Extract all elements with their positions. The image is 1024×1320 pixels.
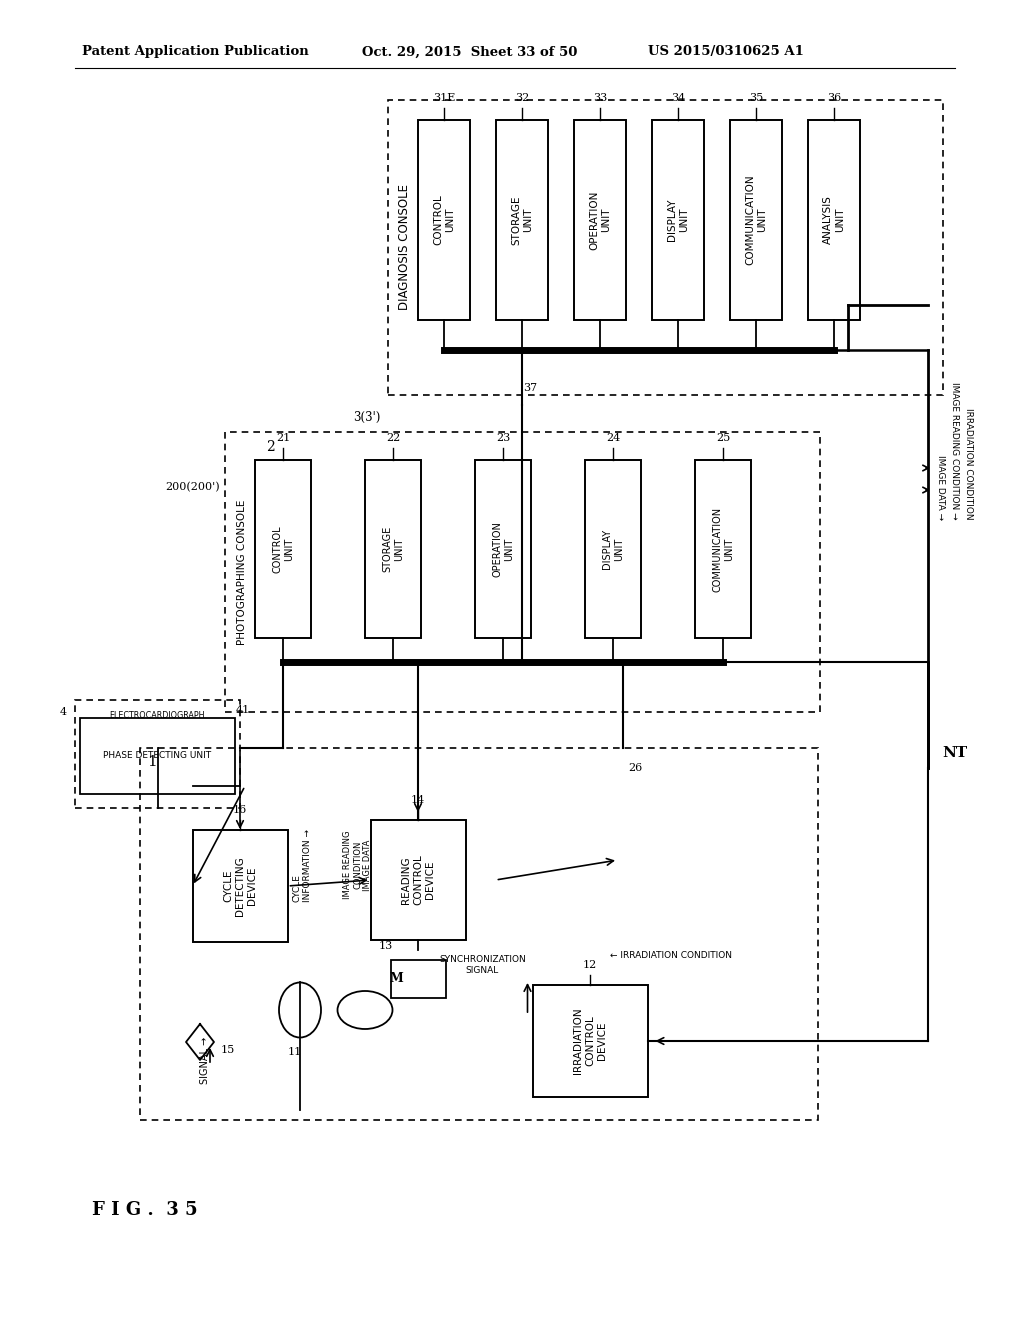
Bar — [390, 960, 445, 998]
Text: 41: 41 — [236, 705, 250, 715]
Text: 2: 2 — [265, 440, 274, 454]
Text: ELECTROCARDIOGRAPH: ELECTROCARDIOGRAPH — [110, 711, 205, 721]
Bar — [75, 700, 240, 808]
Text: ANALYSIS
UNIT: ANALYSIS UNIT — [823, 195, 845, 244]
Text: CONTROL
UNIT: CONTROL UNIT — [433, 194, 455, 246]
Text: 3(3'): 3(3') — [352, 411, 380, 424]
Text: READING
CONTROL
DEVICE: READING CONTROL DEVICE — [401, 854, 434, 906]
Text: DISPLAY
UNIT: DISPLAY UNIT — [602, 529, 624, 569]
Text: PHOTOGRAPHING CONSOLE: PHOTOGRAPHING CONSOLE — [237, 499, 247, 644]
Text: IMAGE READING CONDITION →: IMAGE READING CONDITION → — [949, 383, 958, 520]
Text: STORAGE
UNIT: STORAGE UNIT — [382, 525, 403, 572]
Text: Patent Application Publication: Patent Application Publication — [82, 45, 309, 58]
Bar — [80, 718, 234, 795]
Text: CYCLE
INFORMATION →: CYCLE INFORMATION → — [293, 829, 312, 903]
Text: 200(200'): 200(200') — [165, 482, 220, 492]
Text: OPERATION
UNIT: OPERATION UNIT — [493, 521, 514, 577]
Text: 22: 22 — [386, 433, 400, 444]
Text: 16: 16 — [232, 805, 247, 814]
Text: 25: 25 — [716, 433, 730, 444]
Text: 31E: 31E — [433, 92, 456, 103]
Text: 1: 1 — [147, 755, 157, 770]
Text: IRRADIATION
CONTROL
DEVICE: IRRADIATION CONTROL DEVICE — [573, 1007, 606, 1074]
Text: SYNCHRONIZATION
SIGNAL: SYNCHRONIZATION SIGNAL — [439, 956, 526, 974]
Text: 23: 23 — [496, 433, 510, 444]
Text: 11: 11 — [288, 1047, 302, 1057]
Bar — [255, 459, 311, 638]
Bar — [652, 120, 705, 319]
Text: OPERATION
UNIT: OPERATION UNIT — [589, 190, 610, 249]
Text: Oct. 29, 2015  Sheet 33 of 50: Oct. 29, 2015 Sheet 33 of 50 — [362, 45, 578, 58]
Text: CONTROL
UNIT: CONTROL UNIT — [272, 525, 294, 573]
Text: F I G .  3 5: F I G . 3 5 — [92, 1201, 198, 1218]
Bar — [365, 459, 421, 638]
Bar — [371, 820, 466, 940]
Text: NT: NT — [942, 746, 967, 760]
Text: ← IRRADIATION CONDITION: ← IRRADIATION CONDITION — [610, 950, 732, 960]
Text: IRRADIATION CONDITION: IRRADIATION CONDITION — [964, 408, 973, 520]
Text: IMAGE DATA: IMAGE DATA — [362, 840, 372, 891]
Text: 35: 35 — [749, 92, 763, 103]
Text: 14: 14 — [411, 795, 425, 805]
Bar — [695, 459, 751, 638]
Text: 15: 15 — [221, 1045, 236, 1055]
Text: SIGNAL →: SIGNAL → — [200, 1036, 210, 1084]
Text: CYCLE
DETECTING
DEVICE: CYCLE DETECTING DEVICE — [223, 857, 257, 916]
Text: 4: 4 — [59, 708, 67, 717]
Text: 26: 26 — [628, 763, 642, 774]
Text: 37: 37 — [523, 383, 537, 393]
Bar — [808, 120, 860, 319]
Bar — [418, 120, 470, 319]
Text: 24: 24 — [606, 433, 621, 444]
Text: DISPLAY
UNIT: DISPLAY UNIT — [668, 199, 689, 242]
Text: IMAGE DATA →: IMAGE DATA → — [936, 455, 944, 520]
Bar — [574, 120, 626, 319]
Bar — [193, 830, 288, 942]
Text: PHASE DETECTING UNIT: PHASE DETECTING UNIT — [103, 751, 212, 760]
Bar — [475, 459, 531, 638]
Bar — [730, 120, 782, 319]
Text: IMAGE READING
CONDITION: IMAGE READING CONDITION — [343, 830, 362, 899]
Text: COMMUNICATION
UNIT: COMMUNICATION UNIT — [745, 174, 767, 265]
Bar — [140, 748, 818, 1119]
Text: 36: 36 — [826, 92, 841, 103]
Text: 13: 13 — [379, 941, 393, 950]
Text: 34: 34 — [671, 92, 685, 103]
Text: M: M — [389, 973, 402, 986]
Bar — [388, 100, 943, 395]
Bar — [532, 985, 647, 1097]
Bar — [225, 432, 820, 711]
Text: STORAGE
UNIT: STORAGE UNIT — [511, 195, 532, 244]
Bar — [585, 459, 641, 638]
Text: 33: 33 — [593, 92, 607, 103]
Text: DIAGNOSIS CONSOLE: DIAGNOSIS CONSOLE — [397, 185, 411, 310]
Text: US 2015/0310625 A1: US 2015/0310625 A1 — [648, 45, 804, 58]
Text: 12: 12 — [583, 960, 597, 970]
Text: COMMUNICATION
UNIT: COMMUNICATION UNIT — [713, 507, 734, 591]
Bar — [496, 120, 548, 319]
Text: 32: 32 — [515, 92, 529, 103]
Text: 21: 21 — [275, 433, 290, 444]
